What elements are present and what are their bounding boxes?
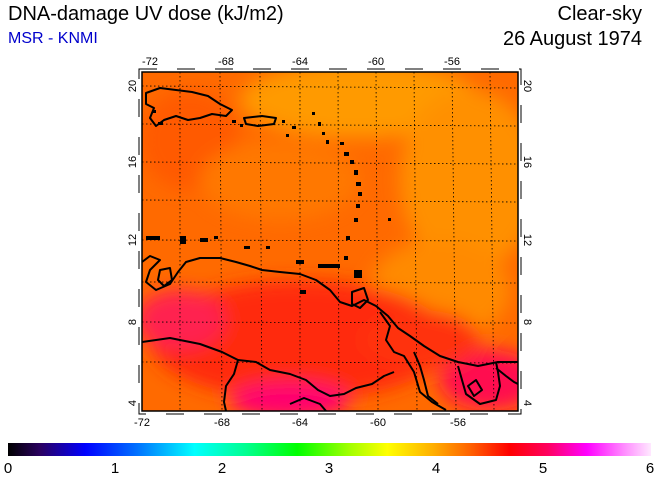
coastlines <box>142 87 518 411</box>
lon-tick-bottom: -60 <box>370 417 386 429</box>
lat-tick-right: 16 <box>521 156 533 168</box>
lon-tick-bottom: -72 <box>134 417 150 429</box>
lat-tick-left: 8 <box>127 319 139 325</box>
map-frame <box>141 71 519 412</box>
lat-tick-left: 16 <box>127 156 139 168</box>
lat-tick-right: 12 <box>521 234 533 246</box>
lat-tick-right: 20 <box>521 80 533 92</box>
lon-tick-top: -56 <box>444 56 460 68</box>
sky-condition-label: Clear-sky <box>557 3 642 25</box>
colorbar-label: 6 <box>645 460 655 477</box>
lon-ticks-bottom: -72 -68 -64 -60 -56 <box>134 417 466 429</box>
lat-tick-left: 20 <box>127 80 139 92</box>
islands <box>146 110 391 294</box>
source-label: MSR - KNMI <box>8 30 98 47</box>
lat-tick-right: 4 <box>521 400 533 406</box>
lat-ticks-right: 20 16 12 8 4 <box>521 80 533 406</box>
colorbar-label: 4 <box>431 460 441 477</box>
uv-dose-map: -72 -68 -64 -60 -56 -72 -68 -64 -60 -56 … <box>127 56 533 429</box>
lon-tick-top: -68 <box>218 56 234 68</box>
lon-tick-top: -60 <box>368 56 384 68</box>
colorbar <box>8 443 651 456</box>
lat-tick-right: 8 <box>521 319 533 325</box>
map-title: DNA-damage UV dose (kJ/m2) <box>8 3 284 25</box>
colorbar-label: 0 <box>3 460 13 477</box>
lat-tick-left: 4 <box>127 400 139 406</box>
lon-tick-bottom: -56 <box>450 417 466 429</box>
colorbar-label: 1 <box>110 460 120 477</box>
lon-tick-top: -64 <box>292 56 308 68</box>
gridlines <box>142 72 518 411</box>
date-label: 26 August 1974 <box>502 28 642 50</box>
uv-field <box>142 72 518 411</box>
map-outer-frame <box>138 68 522 415</box>
lon-ticks-top: -72 -68 -64 -60 -56 <box>142 56 460 68</box>
lon-tick-top: -72 <box>142 56 158 68</box>
lat-ticks-left: 20 16 12 8 4 <box>127 80 139 406</box>
colorbar-label: 2 <box>217 460 227 477</box>
colorbar-label: 5 <box>538 460 548 477</box>
lat-tick-left: 12 <box>127 234 139 246</box>
lon-tick-bottom: -68 <box>214 417 230 429</box>
lon-tick-bottom: -64 <box>292 417 308 429</box>
colorbar-label: 3 <box>324 460 334 477</box>
